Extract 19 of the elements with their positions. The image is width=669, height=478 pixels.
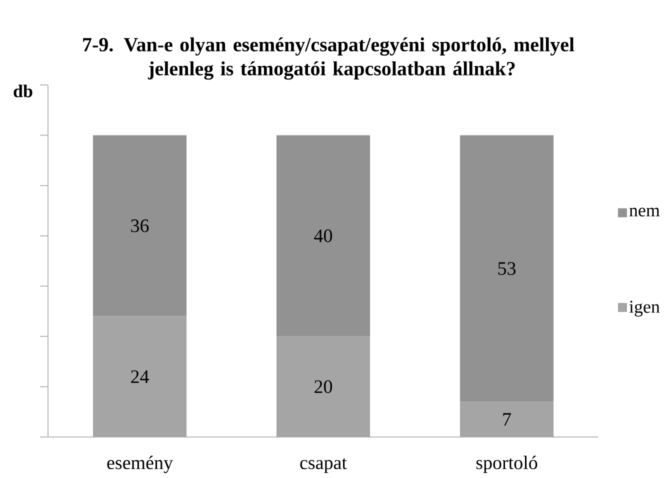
bar: [276, 135, 370, 336]
chart-title: 7-9. Van-e olyan esemény/csapat/egyéni sportoló, mellyel jelenleg is támogatói kapcsolatban állnak?: [83, 37, 574, 80]
data-label: 53: [498, 262, 516, 275]
data-label: 36: [131, 219, 149, 232]
x-tick-label: csapat: [300, 458, 347, 474]
x-tick-label: sportoló: [476, 456, 538, 474]
data-label: 7: [503, 413, 511, 426]
legend-label: igen: [629, 300, 660, 317]
y-axis-title: db: [14, 84, 32, 98]
bar: [92, 135, 187, 316]
bar: [276, 336, 370, 437]
x-tick-label: esemény: [107, 456, 173, 474]
data-label: 24: [131, 370, 149, 383]
data-label: 20: [314, 380, 332, 394]
bar: [460, 135, 554, 402]
data-label: 40: [314, 229, 332, 242]
bar: [92, 316, 187, 437]
bar: [460, 402, 554, 437]
legend-label: nem: [629, 208, 660, 216]
